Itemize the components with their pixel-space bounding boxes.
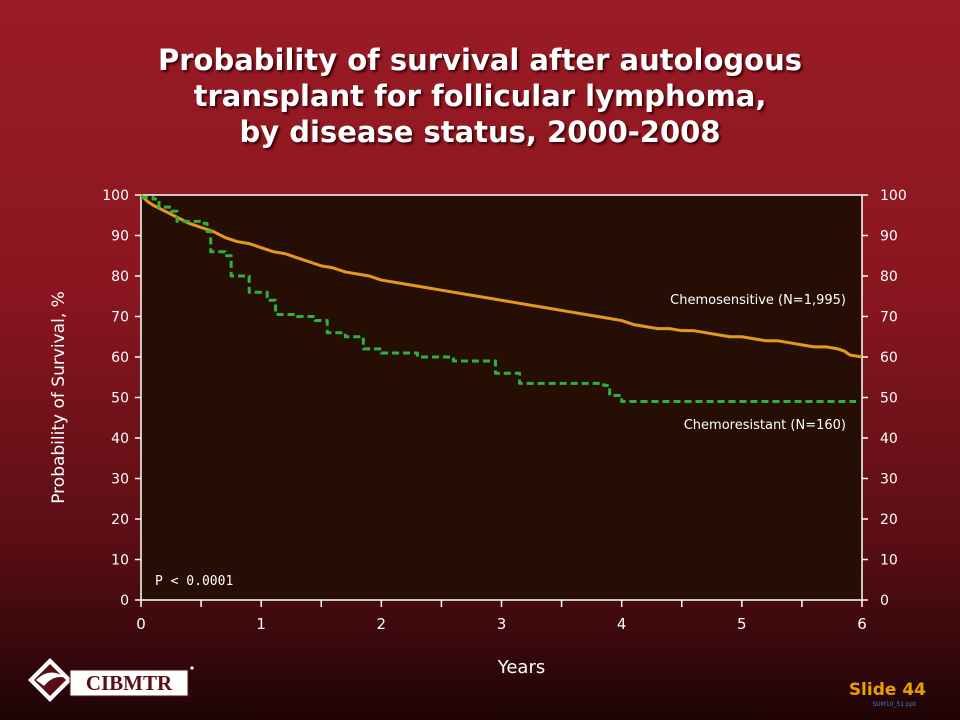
y-tick-label-right: 10 [880, 553, 898, 569]
x-tick-label: 1 [256, 615, 266, 633]
y-tick-label-right: 100 [880, 188, 907, 204]
y-tick-label-left: 60 [111, 350, 129, 366]
x-axis-title: Years [497, 657, 546, 678]
y-tick-label-left: 90 [111, 229, 129, 245]
y-tick-label-right: 60 [880, 350, 898, 366]
slide-number: Slide 44 [848, 680, 926, 700]
logo-text: CIBMTR [86, 671, 173, 695]
x-tick-label: 3 [497, 615, 507, 633]
x-tick-label: 5 [737, 615, 747, 633]
y-tick-label-left: 0 [120, 593, 129, 609]
y-tick-label-left: 30 [111, 472, 129, 488]
y-tick-label-right: 20 [880, 512, 898, 528]
y-tick-label-left: 50 [111, 391, 129, 407]
y-tick-label-right: 80 [880, 269, 898, 285]
y-tick-label-left: 10 [111, 553, 129, 569]
y-tick-label-left: 20 [111, 512, 129, 528]
y-tick-label-left: 70 [111, 310, 129, 326]
chemosensitive-series-line [139, 193, 863, 359]
file-reference: SUM10_51.ppt [872, 701, 916, 708]
x-tick-label: 4 [617, 615, 627, 633]
title-line-3: by disease status, 2000-2008 [239, 115, 721, 149]
title-line-2: transplant for follicular lymphoma, [193, 79, 767, 113]
y-tick-label-left: 40 [111, 431, 129, 447]
chemoresistant-series-line [141, 195, 856, 404]
y-tick-label-right: 50 [880, 391, 898, 407]
x-tick-label: 0 [136, 615, 146, 633]
x-tick-label: 2 [377, 615, 387, 633]
cibmtr-diamond-icon [28, 658, 72, 702]
y-tick-label-left: 100 [102, 188, 129, 204]
slide-title: Probability of survival after autologous… [0, 42, 960, 150]
p-value-annotation: P < 0.0001 [155, 574, 233, 589]
series-label-chemosensitive: Chemosensitive (N=1,995) [670, 293, 846, 308]
cibmtr-logo: CIBMTR [28, 658, 194, 702]
y-tick-label-right: 90 [880, 229, 898, 245]
series-label-chemoresistant: Chemoresistant (N=160) [684, 418, 846, 433]
plot-area [141, 195, 862, 600]
y-axis-title: Probability of Survival, % [49, 291, 69, 504]
y-tick-label-right: 0 [880, 593, 889, 609]
y-tick-label-right: 30 [880, 472, 898, 488]
x-tick-label: 6 [857, 615, 867, 633]
y-tick-label-left: 80 [111, 269, 129, 285]
y-tick-label-right: 40 [880, 431, 898, 447]
title-line-1: Probability of survival after autologous [157, 43, 803, 77]
y-tick-label-right: 70 [880, 310, 898, 326]
